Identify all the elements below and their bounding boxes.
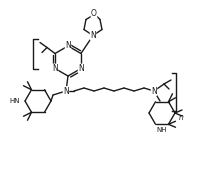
Text: N: N — [65, 42, 71, 51]
Text: N: N — [78, 64, 84, 73]
Text: N: N — [151, 87, 157, 95]
Text: n: n — [179, 113, 184, 122]
Text: O: O — [91, 9, 97, 18]
Text: N: N — [90, 31, 96, 40]
Text: NH: NH — [157, 127, 167, 133]
Text: N: N — [52, 64, 58, 73]
Text: N: N — [63, 87, 69, 95]
Text: HN: HN — [10, 98, 20, 104]
